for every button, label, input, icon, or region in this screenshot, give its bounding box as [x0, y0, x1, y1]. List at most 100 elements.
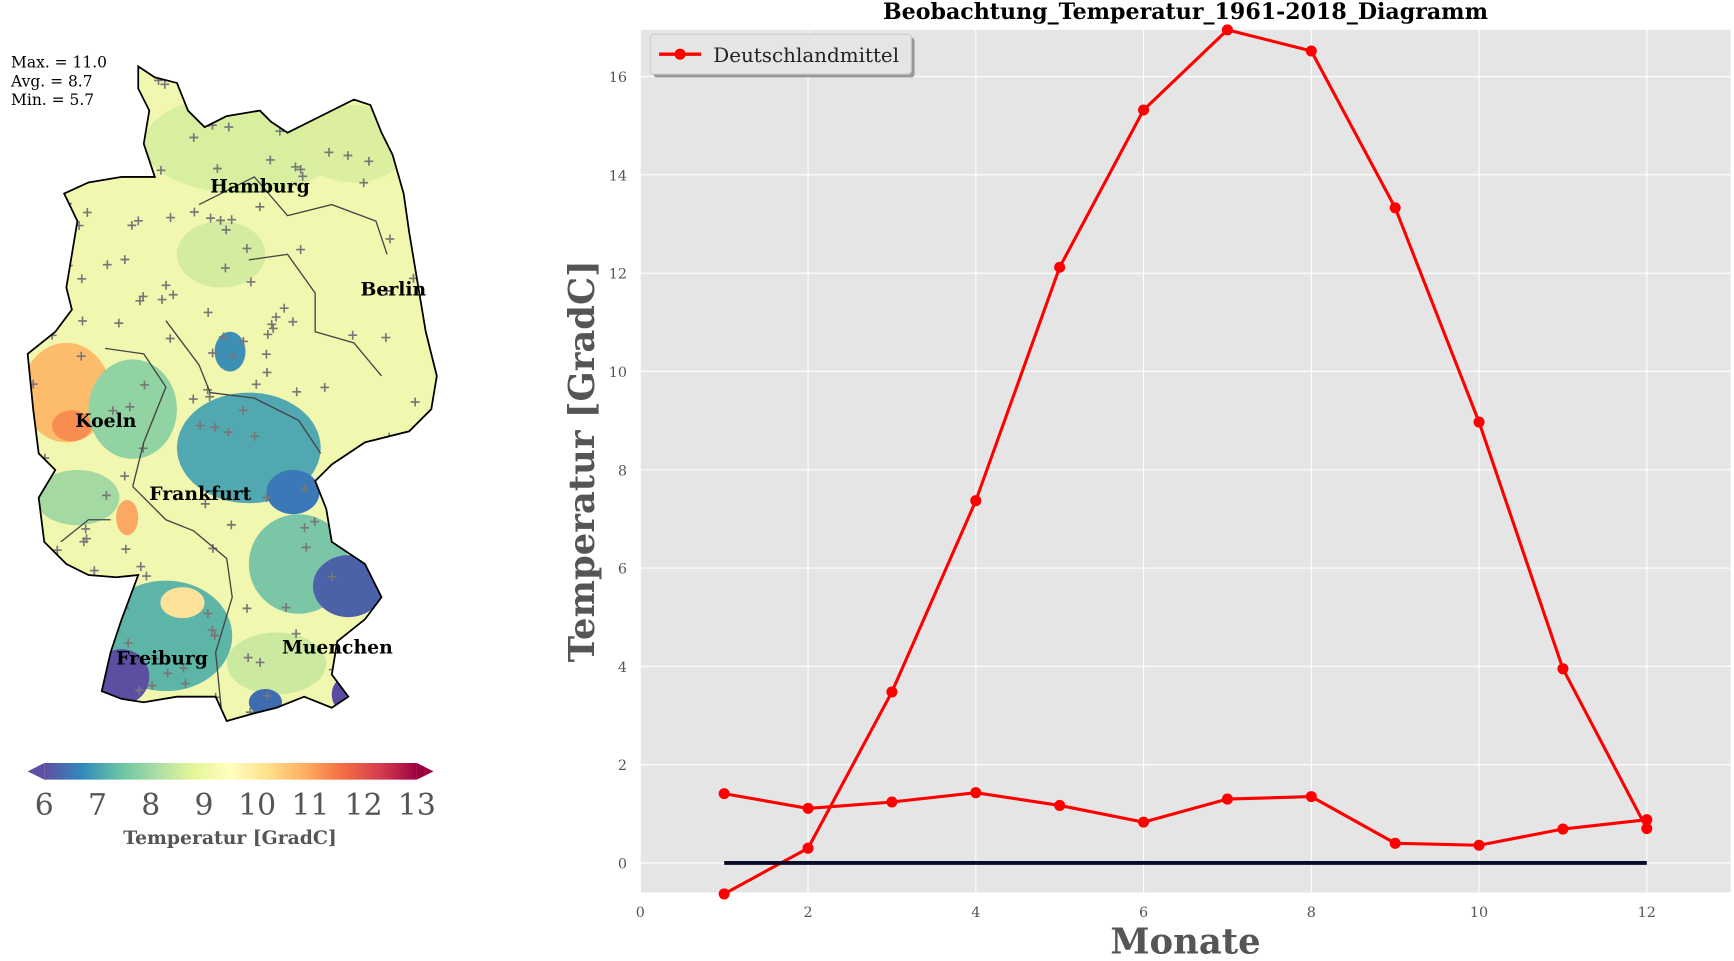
region-fichtel	[266, 469, 320, 515]
data-point	[1389, 837, 1401, 849]
station-marker-icon	[324, 147, 334, 157]
data-point	[886, 686, 898, 698]
station-marker-icon	[249, 77, 259, 87]
station-marker-icon	[125, 402, 135, 412]
station-marker-icon	[387, 130, 396, 140]
station-marker-icon	[184, 82, 193, 92]
station-marker-icon	[136, 562, 146, 571]
station-marker-icon	[204, 111, 213, 121]
station-marker-icon	[216, 215, 225, 225]
station-marker-icon	[78, 579, 88, 589]
station-marker-icon	[31, 296, 41, 306]
colorbar-body	[44, 763, 417, 780]
x-axis-label: Monate	[1110, 921, 1260, 961]
legend-box	[649, 33, 912, 75]
station-marker-icon	[189, 207, 199, 217]
region-neckar-warm	[160, 587, 205, 619]
data-point	[970, 495, 982, 507]
station-marker-icon	[223, 427, 233, 437]
station-marker-icon	[62, 168, 72, 178]
colorbar-tick-label: 8	[141, 788, 160, 823]
station-marker-icon	[32, 555, 41, 565]
region-north-center	[176, 221, 266, 288]
x-tick-label: 2	[803, 905, 812, 921]
data-point	[802, 802, 814, 814]
station-marker-icon	[206, 213, 216, 223]
germany-border	[26, 64, 438, 723]
station-marker-icon	[121, 544, 131, 554]
station-marker-icon	[242, 603, 252, 613]
legend-label: Deutschlandmittel	[713, 44, 899, 67]
station-marker-icon	[381, 333, 391, 342]
station-marker-icon	[288, 317, 298, 327]
station-marker-icon	[133, 216, 143, 226]
station-marker-icon	[81, 524, 91, 534]
data-point	[1054, 261, 1066, 273]
station-marker-icon	[59, 636, 69, 646]
station-marker-icon	[243, 653, 253, 662]
station-marker-icon	[300, 523, 309, 533]
station-marker-icon	[267, 319, 277, 329]
station-marker-icon	[409, 185, 419, 195]
station-marker-icon	[320, 383, 330, 392]
station-marker-icon	[225, 95, 235, 105]
station-marker-icon	[327, 572, 337, 582]
station-marker-icon	[279, 303, 289, 313]
station-marker-icon	[134, 685, 144, 695]
chart-title: Beobachtung_Temperatur_1961-2018_Diagram…	[883, 0, 1488, 25]
station-marker-icon	[108, 406, 118, 416]
x-tick-label: 10	[1470, 905, 1488, 921]
station-marker-icon	[163, 668, 173, 678]
station-marker-icon	[343, 523, 353, 533]
station-marker-icon	[140, 380, 149, 390]
data-point	[1054, 799, 1066, 811]
station-marker-icon	[402, 694, 412, 704]
station-marker-icon	[357, 546, 367, 556]
y-tick-label: 4	[618, 660, 627, 676]
station-marker-icon	[210, 422, 220, 432]
data-point	[1138, 104, 1150, 116]
station-marker-icon	[296, 245, 306, 255]
legend-marker	[674, 48, 686, 60]
stat-max: Max. = 11.0	[11, 53, 107, 71]
station-marker-icon	[161, 280, 171, 290]
colorbar-min-extension	[27, 763, 45, 780]
station-marker-icon	[364, 156, 374, 166]
station-marker-icon	[410, 397, 420, 407]
data-point	[970, 787, 982, 799]
station-marker-icon	[160, 79, 170, 89]
station-marker-icon	[290, 111, 300, 121]
data-point	[1221, 793, 1233, 805]
temperature-regions	[27, 66, 425, 720]
station-marker-icon	[227, 215, 237, 225]
station-marker-icon	[49, 291, 58, 301]
stat-avg: Avg. = 8.7	[10, 72, 93, 90]
station-marker-icon	[208, 348, 218, 358]
data-point	[1138, 816, 1150, 828]
station-marker-icon	[166, 699, 176, 709]
station-marker-icon	[95, 86, 105, 96]
station-marker-icon	[262, 493, 272, 503]
colorbar-tick-label: 12	[345, 788, 383, 823]
data-point	[1221, 24, 1233, 36]
plot-area	[640, 29, 1731, 893]
station-marker-icon	[212, 164, 222, 173]
data-point	[718, 888, 730, 900]
station-marker-icon	[411, 459, 421, 469]
station-marker-icon	[363, 710, 373, 720]
y-tick-label: 12	[609, 267, 627, 283]
station-marker-icon	[114, 318, 124, 328]
data-point	[1557, 823, 1569, 835]
station-marker-icon	[203, 608, 213, 618]
colorbar-tick-label: 10	[238, 788, 276, 823]
station-marker-icon	[370, 693, 380, 703]
data-point	[1389, 202, 1401, 214]
station-marker-icon	[208, 544, 218, 553]
station-marker-icon	[416, 424, 425, 433]
station-marker-icon	[380, 532, 389, 542]
map-panel: Max. = 11.0 Avg. = 8.7 Min. = 5.7	[10, 53, 438, 849]
data-point	[1641, 814, 1653, 826]
station-marker-icon	[60, 666, 70, 676]
station-marker-icon	[238, 405, 248, 415]
station-marker-icon	[52, 545, 62, 555]
